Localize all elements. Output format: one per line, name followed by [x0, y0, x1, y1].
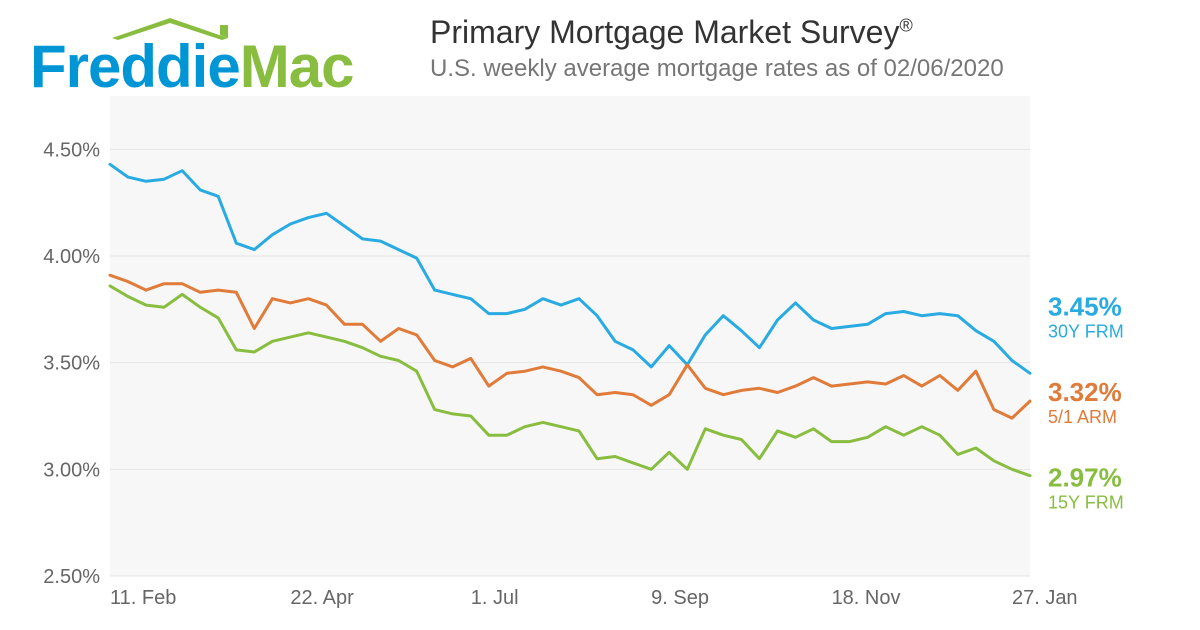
mortgage-rate-chart: 2.50% 3.00% 3.50% 4.00% 4.50% 11. Feb 22. Apr 1…: [30, 96, 1170, 616]
x-axis-label: 11. Feb: [110, 587, 176, 609]
y-axis-label: 4.50%: [43, 139, 100, 161]
y-axis-label: 4.00%: [43, 246, 100, 268]
end-value: 3.45%: [1048, 292, 1122, 322]
end-value: 2.97%: [1048, 462, 1122, 492]
x-axis-label: 1. Jul: [471, 587, 519, 609]
end-name: 30Y FRM: [1048, 322, 1124, 342]
end-label-frm30: 3.45%30Y FRM: [1048, 292, 1124, 342]
header: FreddieMac Primary Mortgage Market Surve…: [30, 12, 1170, 92]
page-title: Primary Mortgage Market Survey®: [430, 14, 1004, 51]
y-axis-label: 2.50%: [43, 566, 100, 588]
end-name: 5/1 ARM: [1048, 407, 1117, 427]
logo-text-freddie: Freddie: [30, 33, 240, 100]
x-axis-label: 9. Sep: [651, 587, 709, 609]
end-name: 15Y FRM: [1048, 492, 1124, 512]
y-axis-label: 3.50%: [43, 353, 100, 375]
freddie-mac-logo: FreddieMac: [30, 18, 390, 88]
plot-background: [110, 96, 1030, 576]
x-axis-label: 18. Nov: [832, 587, 901, 609]
end-label-frm15: 2.97%15Y FRM: [1048, 462, 1124, 512]
logo-text-mac: Mac: [240, 33, 354, 100]
x-axis-label: 22. Apr: [290, 587, 354, 609]
end-value: 3.32%: [1048, 377, 1122, 407]
end-label-arm51: 3.32%5/1 ARM: [1048, 377, 1122, 427]
x-axis-label: 27. Jan: [1012, 587, 1078, 609]
y-axis-label: 3.00%: [43, 459, 100, 481]
page-subtitle: U.S. weekly average mortgage rates as of…: [430, 55, 1004, 83]
